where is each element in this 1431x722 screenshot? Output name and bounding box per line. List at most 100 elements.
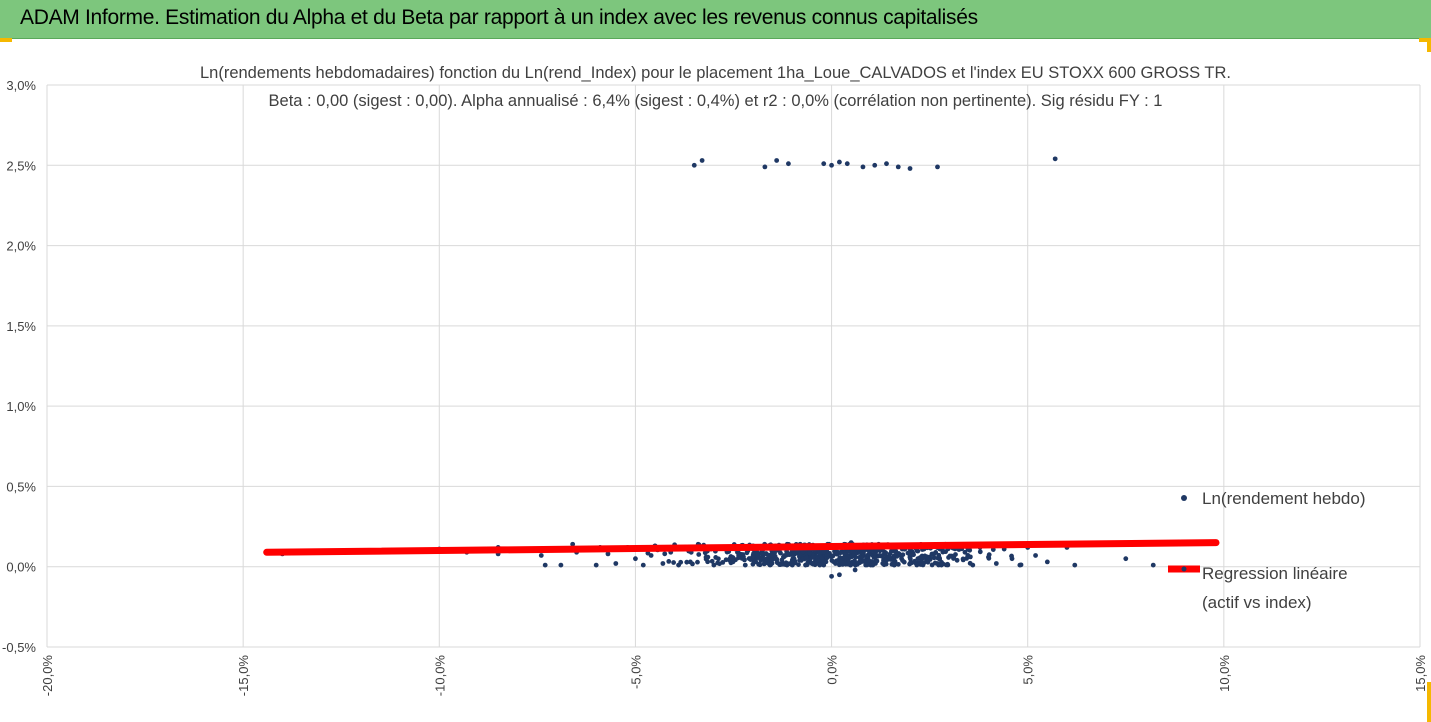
x-tick-label: -20,0% [40,655,55,697]
data-point [890,560,896,566]
data-point [940,561,946,567]
data-point [857,554,863,560]
y-tick-label: 2,0% [6,239,36,254]
data-point [742,562,748,568]
data-point [797,557,803,563]
data-point [796,562,801,567]
data-point [907,551,913,557]
data-point [852,567,858,573]
data-point [695,559,700,565]
y-tick-label: 1,0% [6,399,36,414]
data-point [805,560,811,566]
data-point [1123,556,1129,562]
data-point [1072,562,1078,568]
data-point [872,551,878,556]
data-point [945,561,950,567]
data-point [837,572,842,578]
data-point [691,162,697,168]
data-point [857,558,863,564]
y-tick-label: 3,0% [6,78,36,93]
data-point [900,558,905,563]
data-point [570,541,576,547]
data-point [872,162,878,168]
data-point [774,158,780,163]
data-point [763,556,769,562]
data-point [788,561,794,567]
data-point [887,551,893,557]
data-point [852,558,857,564]
data-point [829,558,835,563]
data-point [895,164,901,170]
legend-label-regression: Regression linéaire (actif vs index) [1202,564,1348,612]
data-point [937,555,942,561]
data-point [870,562,876,568]
data-point [1052,156,1058,162]
corner-mark-top-right [1419,38,1431,42]
data-point [775,560,780,566]
data-point [755,551,760,557]
data-point [967,554,973,560]
y-tick-label: 2,5% [6,158,36,173]
data-point [865,552,871,558]
data-point [967,560,973,566]
regression-line-layer [263,539,1220,556]
data-point [613,561,619,566]
data-point [816,558,822,563]
data-point [762,560,768,566]
data-point [931,552,937,557]
data-point [671,560,676,565]
data-point [824,555,830,561]
data-point [960,556,966,562]
data-point [711,562,717,568]
data-point [762,164,768,170]
legend-symbol-regression-marker [1181,566,1187,572]
data-point [770,553,776,558]
data-point [829,573,834,579]
data-point [816,561,822,567]
data-point [696,552,702,557]
data-point [953,552,958,557]
data-point [757,562,763,568]
data-point [709,558,715,564]
data-point [921,560,927,565]
data-point [872,559,878,565]
data-point [962,549,968,555]
data-point [699,158,705,163]
data-point [542,562,548,568]
data-point [935,164,940,170]
axis-tick-labels: -0,5% 0,0% 0,5% 1,0% 1,5% 2,0% 2,5% 3,0% -20,0% -… [2,78,1428,696]
data-point [907,166,913,171]
y-tick-label: 1,5% [6,319,36,334]
data-point [678,559,684,565]
data-point [834,558,840,564]
data-point [791,551,797,557]
data-point [907,561,913,567]
data-point [829,162,834,168]
data-point [662,551,668,557]
corner-mark-top-left [0,38,12,42]
data-point [730,555,736,560]
data-point [837,159,842,165]
data-point [866,557,871,563]
data-point [759,551,765,556]
data-point [907,556,913,562]
data-point [1150,562,1156,568]
y-tick-label: -0,5% [2,640,36,655]
data-point [977,549,983,555]
data-point [786,552,792,557]
data-point [751,550,757,556]
data-point [986,555,992,561]
x-tick-label: -5,0% [628,655,643,689]
data-point [820,559,826,565]
data-point [797,552,803,558]
data-point [791,556,797,562]
scatter-chart: -0,5% 0,0% 0,5% 1,0% 1,5% 2,0% 2,5% 3,0% -20,0% -… [2,78,1428,696]
data-point [713,555,719,560]
x-tick-label: 10,0% [1217,655,1232,692]
data-point [633,556,638,562]
data-point [538,553,544,558]
x-tick-label: 15,0% [1413,655,1428,692]
data-point [927,557,933,562]
data-point [880,554,885,559]
data-point [821,549,827,555]
